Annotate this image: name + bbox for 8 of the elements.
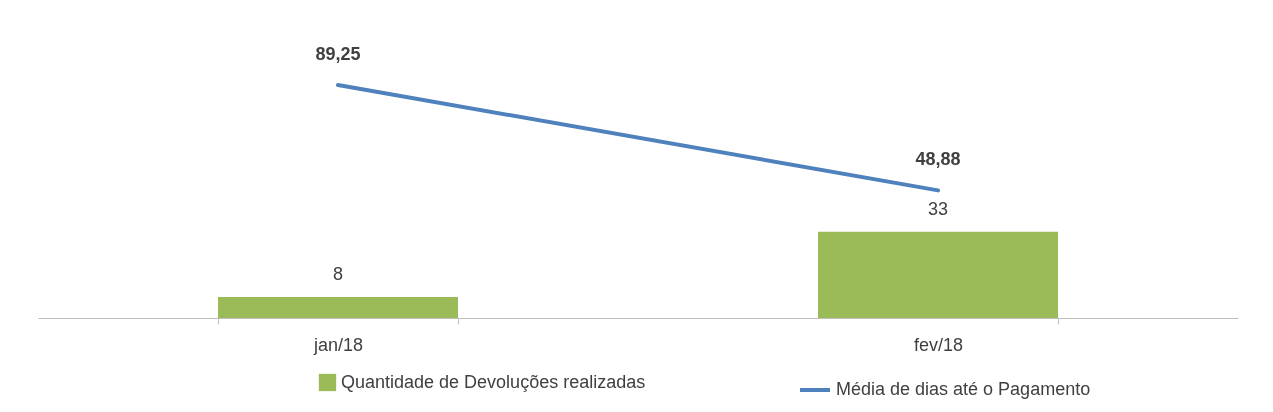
data-label: 8 bbox=[332, 264, 344, 285]
data-label: 48,88 bbox=[915, 149, 961, 170]
data-label: 33 bbox=[927, 198, 949, 219]
legend-label: Média de dias até o Pagamento bbox=[836, 379, 1091, 399]
x-tick-label: fev/18 bbox=[913, 334, 964, 355]
legend-label: Quantidade de Devoluções realizadas bbox=[341, 371, 646, 392]
data-label: 89,25 bbox=[315, 43, 361, 64]
x-tick-label: jan/18 bbox=[312, 334, 364, 355]
